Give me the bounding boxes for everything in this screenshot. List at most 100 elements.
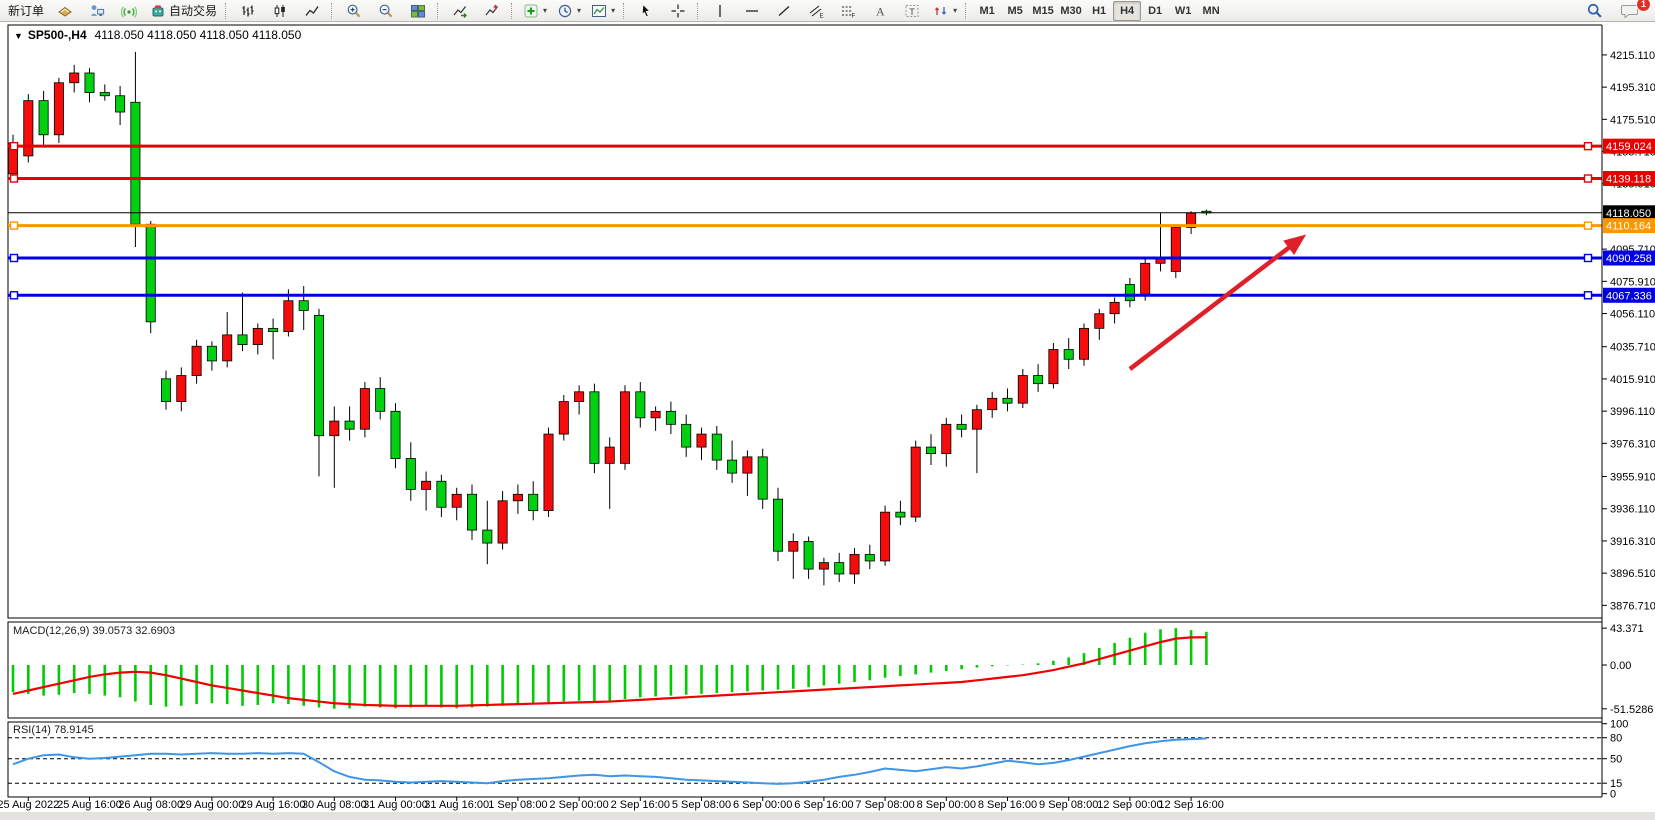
line-anchor-handle[interactable] bbox=[9, 253, 19, 263]
new-order-button[interactable]: 新订单 bbox=[4, 0, 48, 22]
time-axis-label: 31 Aug 00:00 bbox=[363, 799, 428, 811]
price-level-badge bbox=[1603, 171, 1655, 187]
candle-bullish bbox=[512, 493, 523, 502]
text-tool-icon[interactable]: A bbox=[865, 0, 895, 22]
timeframe-D1[interactable]: D1 bbox=[1148, 4, 1163, 17]
time-axis-label: 7 Sep 08:00 bbox=[855, 799, 915, 811]
candle-bearish bbox=[1002, 397, 1013, 404]
chart-collapse-icon[interactable]: ▼ bbox=[14, 31, 23, 41]
timeframe-M15[interactable]: M15 bbox=[1032, 4, 1054, 17]
timeframe-M5[interactable]: M5 bbox=[1007, 4, 1023, 17]
timeframe-MN[interactable]: MN bbox=[1202, 4, 1220, 17]
candle-bearish bbox=[635, 391, 646, 419]
candle-bearish bbox=[436, 480, 447, 508]
chart-shift-icon[interactable] bbox=[477, 0, 507, 22]
candle-bearish bbox=[390, 410, 401, 459]
search-icon[interactable] bbox=[1579, 0, 1609, 22]
candle-bullish bbox=[620, 391, 631, 464]
trend-arrow-annotation[interactable] bbox=[1128, 238, 1300, 371]
metaeditor-icon[interactable] bbox=[82, 0, 112, 22]
price-axis-tick-label: 3955.910 bbox=[1610, 472, 1655, 484]
price-level-badge bbox=[1603, 287, 1655, 303]
line-chart-icon[interactable] bbox=[297, 0, 327, 22]
periods-clock-icon[interactable]: ▾ bbox=[553, 0, 585, 22]
candle-bullish bbox=[69, 72, 80, 84]
candle-bearish bbox=[757, 456, 768, 500]
line-anchor-handle[interactable] bbox=[1583, 221, 1593, 230]
candle-bearish bbox=[711, 433, 722, 461]
crosshair-icon[interactable] bbox=[663, 0, 693, 22]
price-axis-tick-label: 4056.110 bbox=[1610, 309, 1655, 321]
auto-scroll-icon[interactable] bbox=[445, 0, 475, 22]
time-axis-label: 6 Sep 16:00 bbox=[794, 799, 854, 811]
price-badge-label: 4067.336 bbox=[1606, 290, 1652, 302]
notifications-button[interactable]: 1 bbox=[1615, 0, 1651, 22]
line-anchor-handle[interactable] bbox=[9, 221, 19, 230]
time-axis-label: 29 Aug 00:00 bbox=[179, 799, 245, 811]
rsi-axis-tick-label: 0 bbox=[1610, 789, 1616, 801]
rsi-line bbox=[12, 737, 1207, 785]
templates-icon[interactable]: ▾ bbox=[587, 0, 619, 22]
time-axis[interactable]: 25 Aug 2022 25 Aug 16:00 26 Aug 08:00 29 Au… bbox=[0, 799, 1655, 813]
macd-indicator-label: MACD(12,26,9) 39.0573 32.6903 bbox=[13, 625, 175, 637]
price-axis-tick-label: 4215.110 bbox=[1610, 50, 1655, 62]
macd-panel[interactable] bbox=[7, 621, 1603, 719]
line-anchor-handle[interactable] bbox=[1583, 174, 1593, 183]
price-axis-tick-label: 3976.310 bbox=[1610, 438, 1655, 450]
vertical-line-tool-icon[interactable] bbox=[705, 0, 735, 22]
time-axis-label: 1 Sep 08:00 bbox=[488, 799, 548, 811]
timeframe-H4[interactable]: H4 bbox=[1113, 0, 1142, 21]
current-price-badge bbox=[1603, 205, 1655, 221]
timeframe-M1[interactable]: M1 bbox=[979, 4, 995, 17]
toolbar-grip bbox=[331, 2, 335, 19]
line-anchor-handle[interactable] bbox=[1583, 141, 1593, 151]
candle-bearish bbox=[38, 100, 49, 136]
line-anchor-handle[interactable] bbox=[9, 141, 19, 151]
toolbar-grip bbox=[437, 2, 441, 19]
indicators-icon[interactable]: ▾ bbox=[519, 0, 551, 22]
trendline-tool-icon[interactable] bbox=[769, 0, 799, 22]
cursor-icon[interactable] bbox=[631, 0, 661, 22]
main-chart-panel[interactable] bbox=[7, 24, 1603, 619]
line-anchor-handle[interactable] bbox=[9, 291, 19, 300]
candle-bullish bbox=[176, 375, 187, 402]
zoom-in-icon[interactable] bbox=[339, 0, 369, 22]
price-axis-tick-label: 3936.110 bbox=[1610, 504, 1655, 516]
tile-windows-icon[interactable] bbox=[403, 0, 433, 22]
candle-bullish bbox=[1079, 327, 1090, 360]
candle-bearish bbox=[466, 493, 477, 531]
candle-bullish bbox=[421, 480, 432, 490]
line-anchor-handle[interactable] bbox=[1583, 253, 1593, 263]
candlestick-chart-icon[interactable] bbox=[265, 0, 295, 22]
signals-icon[interactable] bbox=[114, 0, 144, 22]
equidistant-channel-tool-icon[interactable]: E bbox=[801, 0, 831, 22]
rsi-panel[interactable] bbox=[7, 721, 1603, 798]
arrows-tool-icon[interactable]: ▾ bbox=[929, 0, 961, 22]
dropdown-arrow-icon: ▾ bbox=[953, 6, 958, 15]
rsi-axis-tick-label: 100 bbox=[1610, 719, 1628, 731]
order-ticket-icon[interactable] bbox=[50, 0, 80, 22]
timeframe-M30[interactable]: M30 bbox=[1060, 4, 1082, 17]
timeframe-H1[interactable]: H1 bbox=[1092, 4, 1107, 17]
timeframe-W1[interactable]: W1 bbox=[1174, 4, 1192, 17]
price-axis-tick-label: 4175.510 bbox=[1610, 114, 1655, 126]
text-label-tool-icon[interactable]: T bbox=[897, 0, 927, 22]
candle-bullish bbox=[1140, 262, 1151, 295]
bar-chart-icon[interactable] bbox=[233, 0, 263, 22]
candle-bearish bbox=[237, 334, 248, 346]
candle-bullish bbox=[1094, 313, 1105, 329]
line-anchor-handle[interactable] bbox=[1583, 291, 1593, 300]
zoom-out-icon[interactable] bbox=[371, 0, 401, 22]
fibonacci-tool-icon[interactable]: F bbox=[833, 0, 863, 22]
candle-bullish bbox=[329, 420, 340, 437]
svg-text:E: E bbox=[820, 13, 824, 19]
candle-bearish bbox=[727, 459, 738, 474]
rsi-axis-tick-label: 80 bbox=[1610, 733, 1622, 745]
candle-bullish bbox=[742, 456, 753, 474]
autotrading-button[interactable]: 自动交易 bbox=[146, 0, 221, 22]
candle-bullish bbox=[1017, 375, 1028, 404]
toolbar-grip bbox=[511, 2, 515, 19]
horizontal-line-tool-icon[interactable] bbox=[737, 0, 767, 22]
line-anchor-handle[interactable] bbox=[9, 174, 19, 183]
